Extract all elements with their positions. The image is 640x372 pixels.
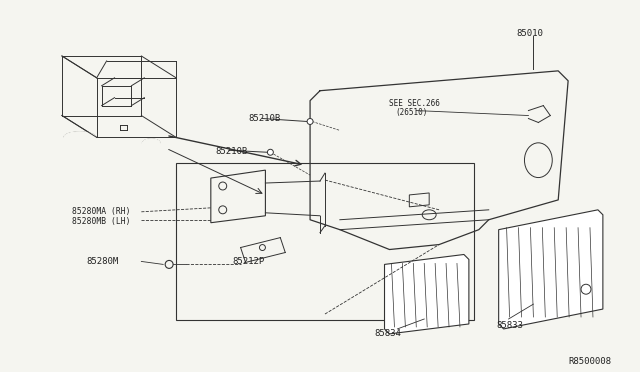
Polygon shape bbox=[211, 170, 266, 223]
Bar bbox=[176, 163, 474, 320]
Text: 85210B: 85210B bbox=[248, 113, 281, 122]
Ellipse shape bbox=[64, 132, 96, 143]
Ellipse shape bbox=[524, 143, 552, 177]
Circle shape bbox=[219, 182, 227, 190]
Text: (26510): (26510) bbox=[396, 108, 428, 116]
Polygon shape bbox=[410, 193, 429, 207]
Text: 85280MA (RH): 85280MA (RH) bbox=[72, 207, 131, 216]
Text: 85212P: 85212P bbox=[233, 257, 265, 266]
Polygon shape bbox=[499, 210, 603, 329]
Circle shape bbox=[219, 206, 227, 214]
Text: 85210B: 85210B bbox=[216, 147, 248, 156]
Circle shape bbox=[268, 149, 273, 155]
Text: 85280M: 85280M bbox=[87, 257, 119, 266]
Circle shape bbox=[307, 119, 313, 125]
Text: 85833: 85833 bbox=[497, 321, 524, 330]
Text: R8500008: R8500008 bbox=[568, 357, 611, 366]
Text: SEE SEC.266: SEE SEC.266 bbox=[390, 99, 440, 108]
Polygon shape bbox=[385, 254, 469, 334]
Text: 85280MB (LH): 85280MB (LH) bbox=[72, 217, 131, 226]
Circle shape bbox=[581, 284, 591, 294]
Circle shape bbox=[259, 244, 266, 250]
Text: 85834: 85834 bbox=[374, 329, 401, 338]
Circle shape bbox=[165, 260, 173, 268]
Ellipse shape bbox=[422, 210, 436, 220]
Text: 85010: 85010 bbox=[516, 29, 543, 38]
Ellipse shape bbox=[142, 139, 160, 148]
